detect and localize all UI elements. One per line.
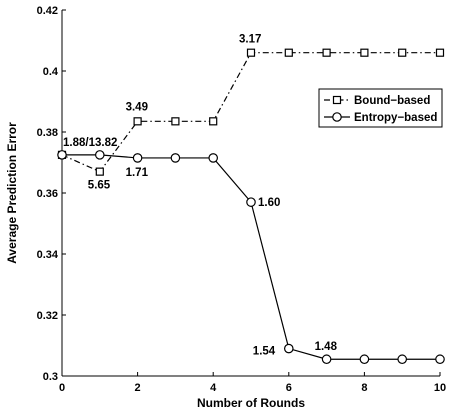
legend-label-bound-based: Bound−based: [354, 95, 430, 107]
legend-entry-entropy-based: Entropy−based: [324, 112, 437, 124]
entropy-based-point: [397, 354, 407, 365]
x-axis-title: Number of Rounds: [197, 396, 305, 410]
entropy-based-point: [246, 197, 256, 207]
legend: Bound−based Entropy−based: [318, 88, 443, 128]
series-bound-based: [57, 48, 445, 176]
data-label: 5.65: [88, 180, 111, 192]
data-label: 1.48: [315, 341, 338, 353]
y-tick-label: 0.36: [37, 188, 58, 200]
bound-based-point: [360, 48, 369, 57]
entropy-based-point: [435, 354, 445, 365]
entropy-based-point: [359, 354, 370, 365]
y-tick-label: 0.34: [37, 249, 59, 261]
series-layer: [57, 48, 445, 365]
bound-based-point: [435, 48, 445, 57]
data-label: 1.54: [253, 346, 276, 358]
x-tick-label: 0: [59, 382, 65, 394]
entropy-based-point: [132, 153, 143, 163]
entropy-based-point: [95, 150, 105, 160]
bound-based-point: [322, 48, 331, 57]
entropy-based-point: [208, 153, 218, 163]
annotations: 1.88/13.82 5.65 3.49 1.71 3.17 1.60 1.54 1.48: [63, 34, 338, 358]
legend-entry-bound-based: Bound−based: [324, 95, 430, 107]
bound-based-point: [95, 167, 104, 176]
y-tick-label: 0.42: [37, 5, 58, 17]
x-tick-label: 2: [135, 382, 141, 394]
data-label: 3.49: [126, 101, 148, 113]
bound-based-point: [398, 48, 407, 57]
bound-based-point: [246, 48, 256, 57]
entropy-based-line: [62, 154, 440, 360]
x-tick-label: 6: [286, 382, 292, 394]
legend-marker-bound-based: [332, 95, 342, 105]
entropy-based-point: [283, 343, 294, 354]
y-tick-label: 0.3: [43, 371, 58, 383]
y-tick-label: 0.32: [37, 310, 58, 322]
legend-label-entropy-based: Entropy−based: [354, 112, 437, 124]
x-tick-label: 4: [210, 382, 217, 394]
axes: 0 2 4 6 8 10 0.3 0.32 0.34 0.36 0.38 0.4 0.42 Number …: [5, 5, 446, 410]
data-label: 1.88/13.82: [63, 137, 117, 149]
data-label: 3.17: [239, 34, 261, 46]
entropy-based-point: [321, 354, 332, 365]
bound-based-point: [284, 48, 293, 57]
data-label: 1.60: [258, 197, 280, 209]
legend-marker-entropy-based: [332, 112, 342, 122]
bound-based-point: [133, 117, 142, 126]
y-tick-label: 0.4: [43, 66, 59, 78]
x-tick-label: 10: [434, 382, 446, 394]
entropy-based-point: [57, 150, 67, 160]
bound-based-point: [209, 117, 218, 126]
entropy-based-point: [170, 153, 181, 163]
y-axis-title: Average Prediction Error: [5, 122, 19, 264]
bound-based-point: [171, 117, 180, 126]
x-tick-label: 8: [361, 382, 367, 394]
y-tick-label: 0.38: [37, 127, 58, 139]
series-entropy-based: [57, 150, 445, 365]
data-label: 1.71: [126, 167, 149, 179]
